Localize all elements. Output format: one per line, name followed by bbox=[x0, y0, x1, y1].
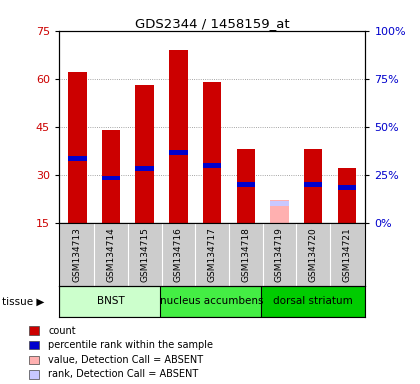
Bar bbox=[236, 182, 255, 187]
Text: BNST: BNST bbox=[97, 296, 125, 306]
Text: value, Detection Call = ABSENT: value, Detection Call = ABSENT bbox=[48, 355, 203, 365]
Text: GSM134717: GSM134717 bbox=[207, 227, 217, 282]
Bar bbox=[203, 163, 221, 167]
Bar bbox=[135, 166, 154, 171]
Bar bbox=[304, 182, 323, 187]
Bar bbox=[102, 175, 120, 180]
Bar bbox=[270, 201, 289, 206]
Bar bbox=[102, 130, 120, 223]
Bar bbox=[338, 168, 356, 223]
Text: dorsal striatum: dorsal striatum bbox=[273, 296, 353, 306]
Text: count: count bbox=[48, 326, 76, 336]
Bar bbox=[68, 156, 87, 161]
Text: GSM134713: GSM134713 bbox=[73, 227, 82, 282]
Bar bbox=[160, 286, 264, 317]
Text: GSM134719: GSM134719 bbox=[275, 227, 284, 282]
Bar bbox=[203, 82, 221, 223]
Bar bbox=[169, 50, 188, 223]
Text: nucleus accumbens: nucleus accumbens bbox=[160, 296, 264, 306]
Bar bbox=[68, 72, 87, 223]
Text: rank, Detection Call = ABSENT: rank, Detection Call = ABSENT bbox=[48, 369, 199, 379]
Bar bbox=[135, 85, 154, 223]
Bar bbox=[236, 149, 255, 223]
Text: GSM134716: GSM134716 bbox=[174, 227, 183, 282]
Bar bbox=[169, 150, 188, 155]
Text: tissue ▶: tissue ▶ bbox=[2, 296, 45, 306]
Bar bbox=[304, 149, 323, 223]
Text: percentile rank within the sample: percentile rank within the sample bbox=[48, 340, 213, 350]
Text: GSM134720: GSM134720 bbox=[309, 227, 318, 282]
Text: GSM134718: GSM134718 bbox=[241, 227, 250, 282]
Text: GSM134714: GSM134714 bbox=[107, 227, 116, 282]
Text: GSM134715: GSM134715 bbox=[140, 227, 149, 282]
Bar bbox=[59, 286, 163, 317]
Bar bbox=[338, 185, 356, 190]
Bar bbox=[270, 200, 289, 223]
Text: GSM134721: GSM134721 bbox=[342, 227, 352, 282]
Bar bbox=[261, 286, 365, 317]
Title: GDS2344 / 1458159_at: GDS2344 / 1458159_at bbox=[135, 17, 289, 30]
